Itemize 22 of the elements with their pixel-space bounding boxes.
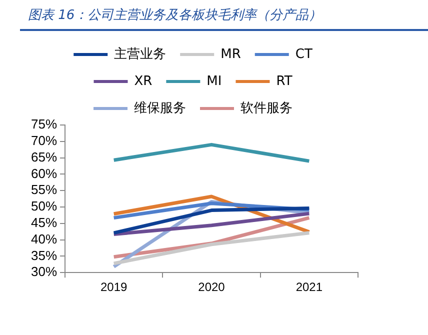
y-tick-label: 30% xyxy=(30,264,58,280)
legend-label: 软件服务 xyxy=(240,100,292,116)
legend-label: MI xyxy=(206,74,222,89)
x-tick-label: 2019 xyxy=(100,280,128,294)
y-tick-label: 65% xyxy=(30,149,58,164)
legend-label: 主营业务 xyxy=(114,46,166,62)
legend-label: MR xyxy=(220,46,241,62)
y-tick-label: 50% xyxy=(30,198,58,214)
legend-label: 维保服务 xyxy=(134,100,186,116)
y-tick-label: 75% xyxy=(30,116,58,132)
legend-label: CT xyxy=(295,46,312,62)
chart-title: 图表 16：公司主营业务及各板块毛利率（分产品） xyxy=(28,7,322,24)
x-tick-label: 2021 xyxy=(296,280,323,294)
y-tick-label: 60% xyxy=(30,166,58,181)
legend-label: RT xyxy=(276,74,292,89)
y-tick-label: 70% xyxy=(30,132,58,148)
y-tick-label: 40% xyxy=(30,231,58,246)
y-tick-label: 45% xyxy=(30,214,58,230)
y-tick-label: 55% xyxy=(30,182,58,198)
y-tick-label: 35% xyxy=(30,248,58,263)
legend-label: XR xyxy=(134,74,152,89)
x-tick-label: 2020 xyxy=(198,280,226,294)
